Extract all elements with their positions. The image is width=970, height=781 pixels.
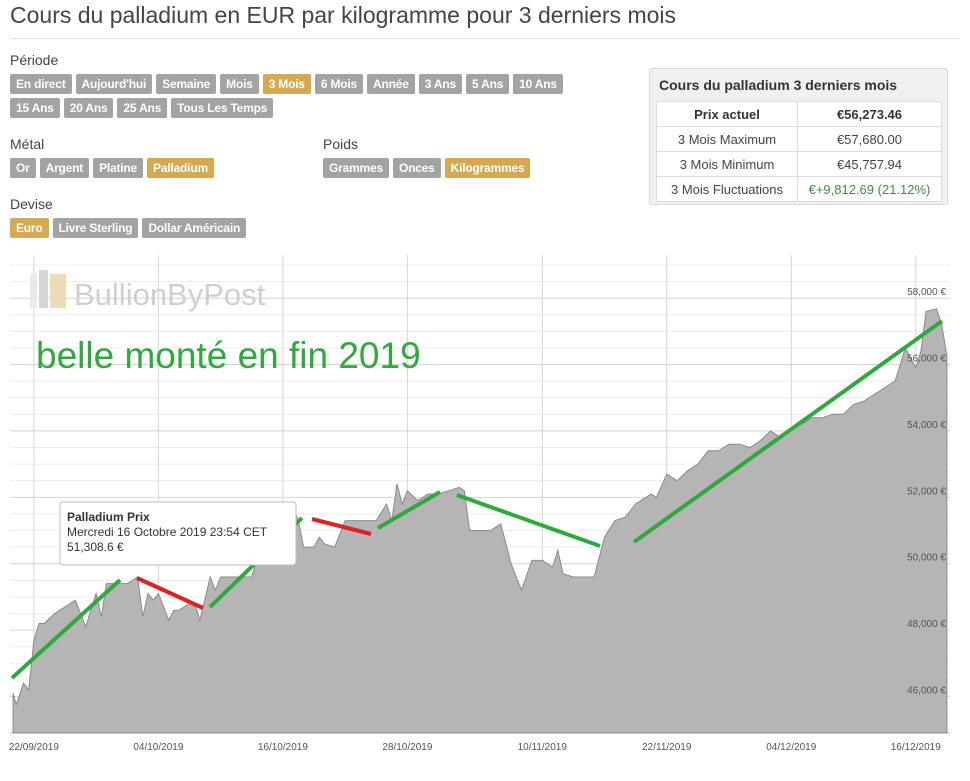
stats-value: €56,273.46 xyxy=(797,101,942,127)
y-tick-label: 56,000 € xyxy=(907,354,946,365)
y-tick-label: 58,000 € xyxy=(907,287,946,298)
period-label: Période xyxy=(10,52,59,68)
x-axis-labels: 22/09/2019 04/10/2019 16/10/2019 28/10/2019… xyxy=(9,742,941,753)
period-button-15-ans[interactable]: 15 Ans xyxy=(10,98,60,118)
period-button-tous-les-temps[interactable]: Tous Les Temps xyxy=(171,98,274,118)
y-tick-label: 54,000 € xyxy=(907,420,946,431)
stats-panel: Cours du palladium 3 derniers mois Prix … xyxy=(649,68,948,205)
trend-line-up xyxy=(632,319,944,544)
tooltip-date: Mercredi 16 Octobre 2019 23:54 CET xyxy=(67,525,268,539)
currency-button-dollar-americain[interactable]: Dollar Américain xyxy=(142,218,247,238)
period-button-20-ans[interactable]: 20 Ans xyxy=(63,98,114,118)
period-button-mois[interactable]: Mois xyxy=(220,74,259,94)
y-tick-label: 50,000 € xyxy=(907,553,946,564)
stats-table: Prix actuel €56,273.46 3 Mois Maximum €5… xyxy=(656,101,942,202)
tooltip-value: 51,308.6 € xyxy=(67,540,124,554)
trend-line-down-green xyxy=(456,493,601,548)
weight-button-onces[interactable]: Onces xyxy=(392,158,441,178)
y-tick-label: 52,000 € xyxy=(907,486,946,497)
period-button-3-ans[interactable]: 3 Ans xyxy=(418,74,462,94)
metal-label: Métal xyxy=(10,136,45,152)
price-chart-svg: BullionByPost 46,000 € 48,000 € 50,000 € 52… xyxy=(9,255,950,753)
stats-row-min: 3 Mois Minimum €45,757.94 xyxy=(656,151,942,177)
period-button-group: En direct Aujourd'hui Semaine Mois 3 Mois 6 M… xyxy=(10,74,585,118)
stats-row-max: 3 Mois Maximum €57,680.00 xyxy=(656,126,942,152)
stats-label: 3 Mois Minimum xyxy=(656,151,798,177)
stats-value: €45,757.94 xyxy=(797,151,942,177)
period-button-semaine[interactable]: Semaine xyxy=(156,74,217,94)
period-button-5-ans[interactable]: 5 Ans xyxy=(465,74,510,94)
period-button-aujourd-hui[interactable]: Aujourd'hui xyxy=(75,74,153,94)
metal-button-platine[interactable]: Platine xyxy=(93,158,144,178)
stats-label: 3 Mois Maximum xyxy=(656,126,798,152)
stats-value: €57,680.00 xyxy=(797,126,942,152)
stats-label: Prix actuel xyxy=(656,101,798,127)
weight-button-kilogrammes[interactable]: Kilogrammes xyxy=(444,158,531,178)
price-chart: BullionByPost 46,000 € 48,000 € 50,000 € 52… xyxy=(0,250,970,776)
x-tick-label: 16/12/2019 xyxy=(891,742,941,753)
stats-row-fluctuation: 3 Mois Fluctuations €+9,812.69 (21.12%) xyxy=(656,176,942,202)
x-tick-label: 28/10/2019 xyxy=(382,742,432,753)
tooltip-box xyxy=(59,501,297,566)
metal-button-argent[interactable]: Argent xyxy=(39,158,90,178)
trend-line-up xyxy=(10,578,122,680)
period-button-25-ans[interactable]: 25 Ans xyxy=(117,98,168,118)
x-tick-label: 04/10/2019 xyxy=(133,742,183,753)
y-axis-labels: 46,000 € 48,000 € 50,000 € 52,000 € 54,000 €… xyxy=(907,287,946,696)
period-button-10-ans[interactable]: 10 Ans xyxy=(513,74,563,94)
trend-line-up xyxy=(376,490,442,530)
x-tick-label: 04/12/2019 xyxy=(766,742,816,753)
page-title: Cours du palladium en EUR par kilogramme… xyxy=(10,2,677,28)
metal-button-group: Or Argent Platine Palladium xyxy=(10,158,214,178)
watermark-text: BullionByPost xyxy=(74,277,266,312)
stats-value: €+9,812.69 (21.12%) xyxy=(797,176,942,202)
weight-button-grammes[interactable]: Grammes xyxy=(323,158,389,178)
period-button-6-mois[interactable]: 6 Mois xyxy=(314,74,364,94)
period-button-en-direct[interactable]: En direct xyxy=(10,74,72,94)
tooltip-title: Palladium Prix xyxy=(67,510,150,524)
stats-row-current: Prix actuel €56,273.46 xyxy=(656,101,942,127)
currency-button-group: Euro Livre Sterling Dollar Américain xyxy=(10,218,247,238)
trend-line-down xyxy=(311,517,372,536)
period-button-3-mois[interactable]: 3 Mois xyxy=(262,74,311,94)
metal-button-or[interactable]: Or xyxy=(10,158,36,178)
stats-title: Cours du palladium 3 derniers mois xyxy=(659,77,898,93)
y-tick-label: 46,000 € xyxy=(907,685,946,696)
period-button-annee[interactable]: Année xyxy=(367,74,415,94)
logo-bar-mid xyxy=(39,270,48,308)
annotation-text: belle monté en fin 2019 xyxy=(36,335,421,376)
x-tick-label: 22/11/2019 xyxy=(642,742,692,753)
trend-line-down xyxy=(136,576,204,610)
tooltip: Palladium Prix Mercredi 16 Octobre 2019 … xyxy=(59,501,297,566)
currency-button-livre-sterling[interactable]: Livre Sterling xyxy=(52,218,139,238)
currency-label: Devise xyxy=(10,196,53,212)
title-divider xyxy=(10,38,960,39)
watermark-logo: BullionByPost xyxy=(30,270,266,312)
logo-bar-left xyxy=(30,274,37,308)
x-tick-label: 10/11/2019 xyxy=(518,742,568,753)
x-tick-label: 16/10/2019 xyxy=(258,742,308,753)
metal-button-palladium[interactable]: Palladium xyxy=(147,158,214,178)
y-tick-label: 48,000 € xyxy=(907,619,946,630)
weight-label: Poids xyxy=(323,136,359,152)
x-tick-label: 22/09/2019 xyxy=(9,742,59,753)
weight-button-group: Grammes Onces Kilogrammes xyxy=(323,158,531,178)
logo-bar-right xyxy=(50,274,66,308)
stats-label: 3 Mois Fluctuations xyxy=(656,176,798,202)
currency-button-euro[interactable]: Euro xyxy=(10,218,49,238)
